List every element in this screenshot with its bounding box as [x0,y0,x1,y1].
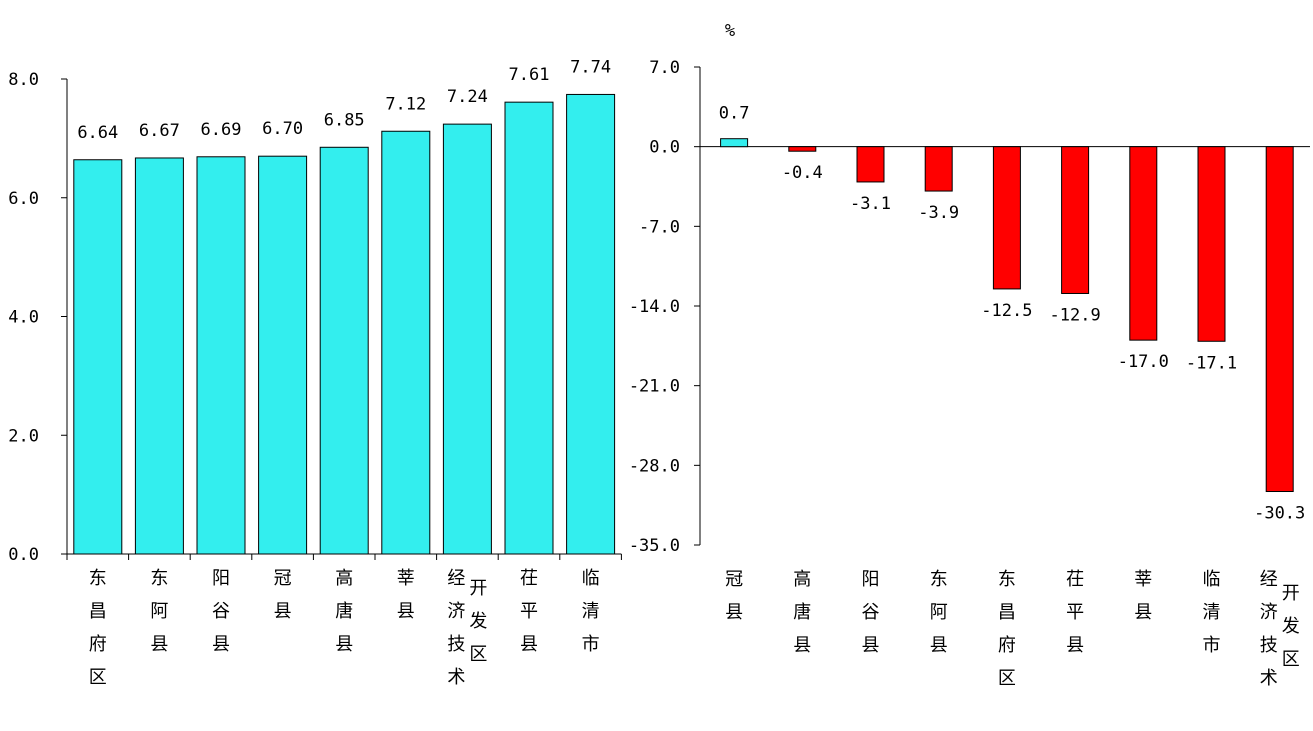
y-tick-label: -7.0 [639,217,680,237]
bar-3 [196,156,246,555]
category-label-4: 东阿县 [930,569,948,656]
y-tick-label: 6.0 [8,189,39,209]
data-label-8: 7.61 [509,65,550,85]
y-tick-label: 4.0 [8,308,39,328]
category-label-7: 经济技术开发区 [447,568,487,688]
bar-6 [381,130,431,555]
bar-2 [134,157,184,555]
data-label-8: -17.1 [1186,353,1237,373]
data-label-9: 7.74 [570,57,611,77]
category-label-5: 东昌府区 [998,569,1016,689]
bar-7 [442,123,492,555]
category-label-6: 莘县 [397,568,415,622]
data-label-5: -12.5 [981,301,1032,321]
category-label-5: 高唐县 [335,568,353,655]
data-label-2: -0.4 [782,163,823,183]
y-tick-label: 7.0 [649,58,680,78]
category-label-9: 临清市 [582,568,600,655]
data-label-6: 7.12 [385,94,426,114]
category-label-4: 冠县 [274,568,292,622]
y-tick-label: 8.0 [8,70,39,90]
data-label-3: 6.69 [201,120,242,140]
data-label-4: -3.9 [918,203,959,223]
bar-8 [1197,146,1226,342]
data-label-9: -30.3 [1254,504,1305,524]
bar-9 [1265,146,1294,493]
y-tick-label: -35.0 [629,536,680,556]
data-label-5: 6.85 [324,110,365,130]
bar-9 [566,93,616,555]
left-bar-chart: 0.0 2.0 4.0 6.0 8.0 6.64 东昌府区 6.67 东阿县 6.69 阳谷县 6.7… [8,57,622,688]
bar-1 [73,159,123,555]
data-label-7: -17.0 [1118,352,1169,372]
y-tick-label: 2.0 [8,426,39,446]
unit-label: % [725,21,735,41]
bar-4 [258,155,308,555]
category-label-7: 莘县 [1134,569,1152,623]
category-label-1: 东昌府区 [89,568,107,688]
y-tick-label: -28.0 [629,456,680,476]
category-label-8: 临清市 [1203,569,1221,656]
y-tick-label: 0.0 [649,138,680,158]
bar-3 [856,146,885,183]
category-label-3: 阳谷县 [862,569,880,656]
data-label-1: 0.7 [719,104,750,124]
data-label-1: 6.64 [77,123,118,143]
bar-8 [504,101,554,555]
category-label-8: 茌平县 [520,568,538,655]
category-label-3: 阳谷县 [212,568,230,655]
data-label-7: 7.24 [447,87,488,107]
bar-2 [788,146,817,152]
bar-4 [924,146,953,192]
bar-1 [720,138,749,148]
y-tick-label: 0.0 [8,545,39,565]
category-label-2: 高唐县 [793,569,811,656]
bar-5 [319,146,369,555]
data-label-4: 6.70 [262,119,303,139]
data-label-6: -12.9 [1050,305,1101,325]
y-tick-label: -21.0 [629,377,680,397]
category-label-2: 东阿县 [150,568,168,655]
category-label-1: 冠县 [725,569,743,623]
bar-7 [1129,146,1158,341]
data-label-3: -3.1 [850,194,891,214]
bar-6 [1061,146,1090,294]
y-tick-label: -14.0 [629,297,680,317]
bar-5 [992,146,1021,290]
category-label-6: 茌平县 [1066,569,1084,656]
category-label-9: 经济技术开发区 [1260,569,1300,689]
data-label-2: 6.67 [139,121,180,141]
right-bar-chart: % 7.0 0.0 -7.0 -14.0 -21.0 -28.0 -35.0 0.7 冠县 -0.… [629,21,1310,689]
